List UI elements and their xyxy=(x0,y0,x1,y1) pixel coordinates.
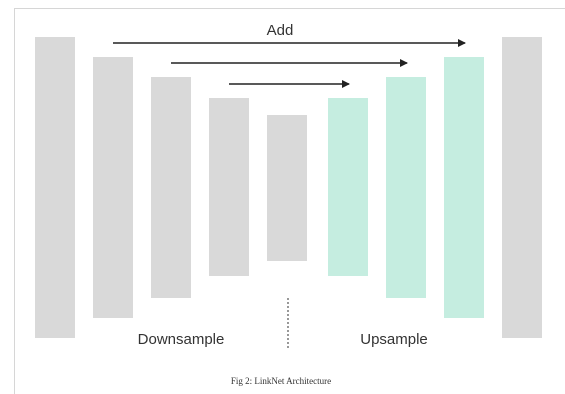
encoder-block-1 xyxy=(93,57,133,318)
input-block xyxy=(35,37,75,338)
encoder-block-2 xyxy=(151,77,191,298)
output-block xyxy=(502,37,542,338)
frame-top-border xyxy=(14,8,565,9)
decoder-block-2 xyxy=(386,77,426,298)
decoder-block-3 xyxy=(444,57,484,318)
decoder-block-1 xyxy=(328,98,368,276)
encoder-block-3 xyxy=(209,98,249,276)
downsample-label: Downsample xyxy=(138,331,225,348)
figure-caption: Fig 2: LinkNet Architecture xyxy=(231,376,331,386)
frame-left-border xyxy=(14,8,15,394)
skip-label: Add xyxy=(267,22,294,39)
bottleneck-block xyxy=(267,115,307,261)
upsample-label: Upsample xyxy=(360,331,428,348)
